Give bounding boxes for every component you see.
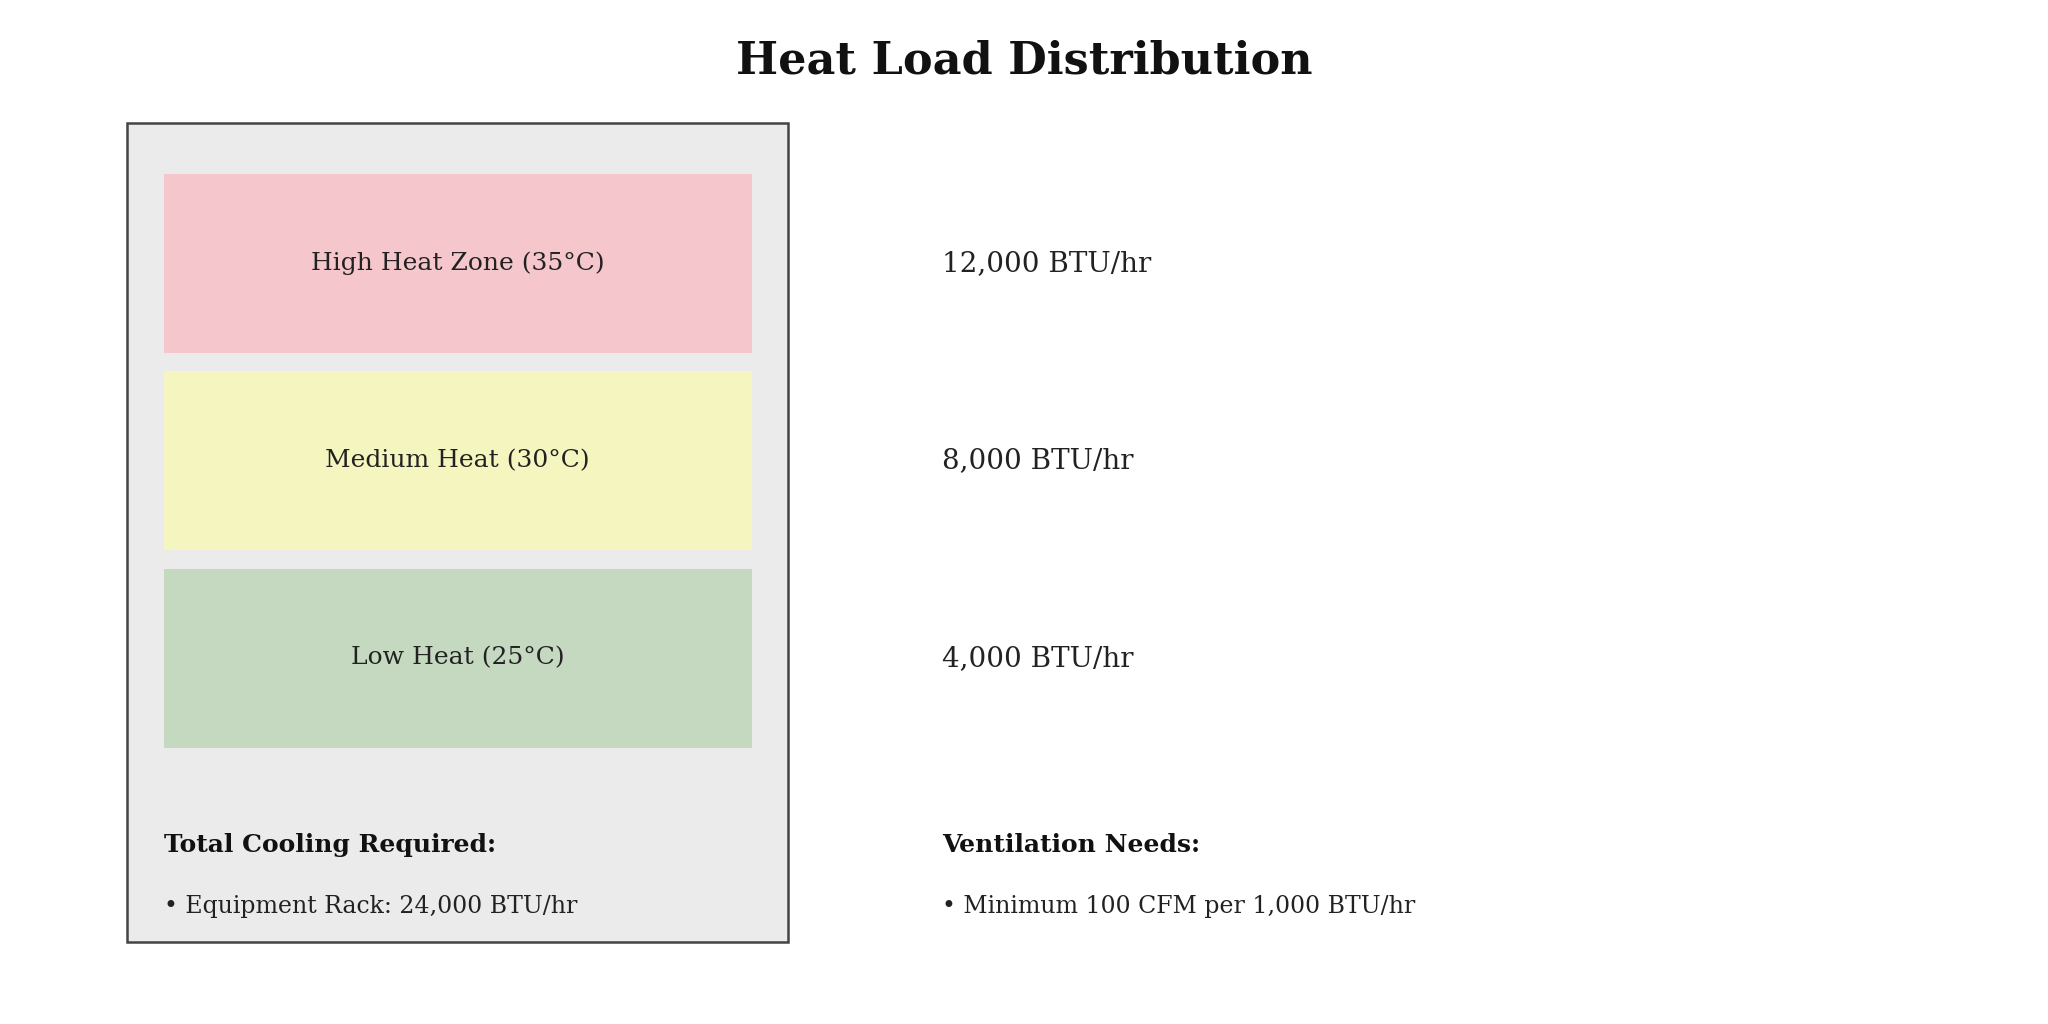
Text: 8,000 BTU/hr: 8,000 BTU/hr — [942, 447, 1135, 474]
Bar — [127, 123, 788, 942]
Text: Total Cooling Required:: Total Cooling Required: — [164, 833, 496, 857]
Text: • Equipment Rack: 24,000 BTU/hr: • Equipment Rack: 24,000 BTU/hr — [164, 895, 578, 918]
Text: Heat Load Distribution: Heat Load Distribution — [735, 40, 1313, 83]
Bar — [164, 568, 752, 748]
Bar — [164, 174, 752, 353]
Text: • Minimum 100 CFM per 1,000 BTU/hr: • Minimum 100 CFM per 1,000 BTU/hr — [942, 895, 1415, 918]
Text: High Heat Zone (35°C): High Heat Zone (35°C) — [311, 252, 604, 275]
Text: Ventilation Needs:: Ventilation Needs: — [942, 833, 1200, 857]
Text: Medium Heat (30°C): Medium Heat (30°C) — [326, 450, 590, 472]
Text: 12,000 BTU/hr: 12,000 BTU/hr — [942, 250, 1151, 278]
Text: 4,000 BTU/hr: 4,000 BTU/hr — [942, 644, 1135, 672]
Text: Low Heat (25°C): Low Heat (25°C) — [350, 646, 565, 670]
Bar — [164, 372, 752, 550]
